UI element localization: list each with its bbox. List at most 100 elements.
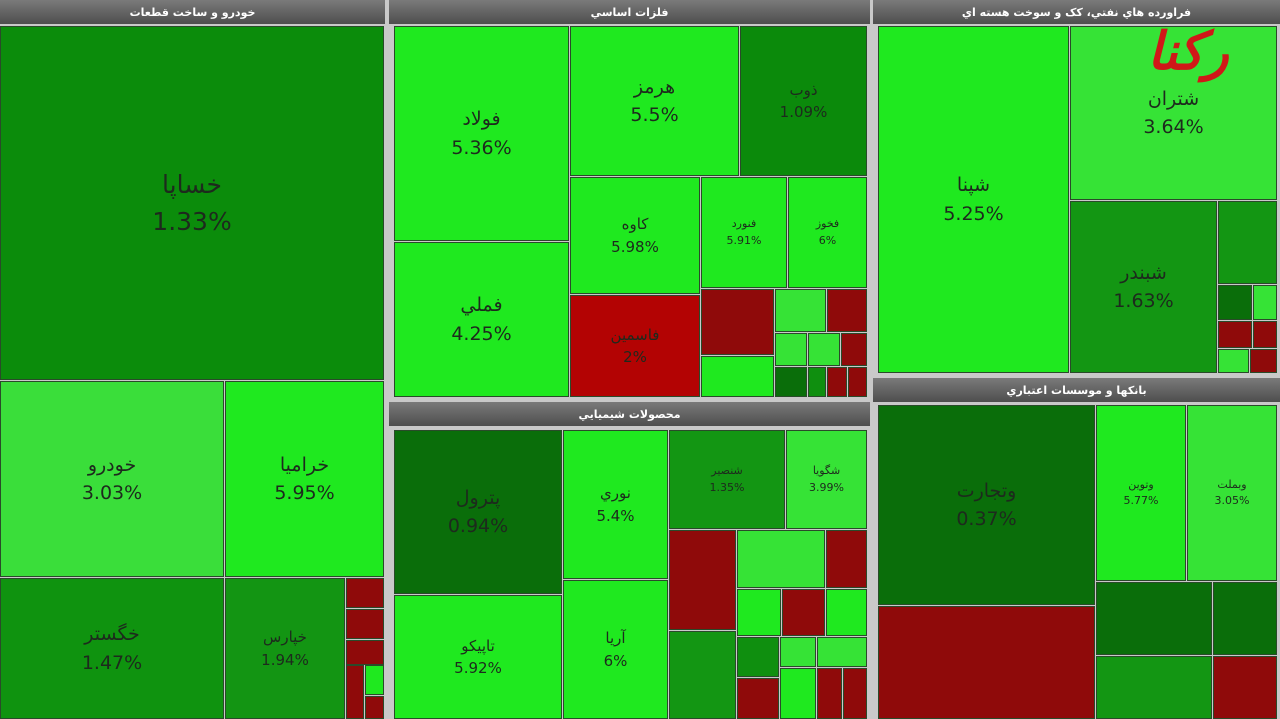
small-tile xyxy=(669,530,736,630)
stock-change: 5.77% xyxy=(1123,494,1159,507)
stock-change: 4.25% xyxy=(451,322,512,345)
small-tile xyxy=(1218,285,1252,320)
sector-title: محصولات شيميايي xyxy=(389,402,870,426)
stock-change: 5.5% xyxy=(630,104,679,126)
stock-name: شپنا xyxy=(956,174,991,196)
small-tile xyxy=(1253,285,1277,320)
stock-change: 3.64% xyxy=(1143,116,1204,138)
stock-change: 2% xyxy=(623,348,647,366)
stock-name: فاسمين xyxy=(610,325,660,344)
small-tile xyxy=(826,530,867,588)
small-tile xyxy=(780,637,816,667)
sector-title: فراورده هاي نفتي، کک و سوخت هسته اي xyxy=(873,0,1280,24)
sector-title: بانکها و موسسات اعتباري xyxy=(873,378,1280,402)
small-tile xyxy=(346,609,384,639)
stock-name: خودرو xyxy=(87,453,137,476)
stock-change: 1.47% xyxy=(81,651,143,674)
stock-change: 1.33% xyxy=(152,207,232,236)
stock-change: 0.94% xyxy=(447,515,509,537)
stock-tile: پترول 0.94% xyxy=(394,430,562,594)
stock-name: شنصير xyxy=(711,464,743,477)
small-tile xyxy=(808,333,840,366)
stock-tile: خودرو 3.03% xyxy=(0,381,224,577)
small-tile xyxy=(1218,201,1277,284)
stock-name: کاوه xyxy=(621,215,649,233)
stock-tile: فنورد 5.91% xyxy=(701,177,787,288)
small-tile xyxy=(843,668,867,719)
small-tile xyxy=(1096,656,1212,719)
stock-name: شبندر xyxy=(1120,261,1167,284)
stock-change: 5.36% xyxy=(451,136,512,159)
stock-tile: آريا 6% xyxy=(563,580,668,719)
stock-name: ذوب xyxy=(789,80,818,99)
small-tile xyxy=(346,640,384,665)
small-tile xyxy=(878,606,1095,719)
small-tile xyxy=(346,578,384,608)
stock-name: هرمز xyxy=(633,75,676,98)
stock-change: 5.92% xyxy=(454,659,502,677)
stock-tile: وتوين 5.77% xyxy=(1096,405,1186,581)
small-tile xyxy=(737,678,779,719)
stock-tile: شبندر 1.63% xyxy=(1070,201,1217,373)
sector-title: فلزات اساسي xyxy=(389,0,870,24)
logo: رکنا xyxy=(1147,22,1229,82)
stock-tile: وتجارت 0.37% xyxy=(878,405,1095,605)
stock-tile: شنصير 1.35% xyxy=(669,430,785,529)
small-tile xyxy=(808,367,826,397)
small-tile xyxy=(775,289,826,332)
stock-tile: تاپيکو 5.92% xyxy=(394,595,562,719)
stock-name: وتجارت xyxy=(956,479,1017,502)
small-tile xyxy=(346,665,364,719)
small-tile xyxy=(841,333,867,366)
stock-tile: فولاد 5.36% xyxy=(394,26,569,241)
stock-tile: خراميا 5.95% xyxy=(225,381,384,577)
stock-name: فنورد xyxy=(731,217,757,230)
small-tile xyxy=(817,637,867,667)
stock-change: 6% xyxy=(818,233,837,247)
small-tile xyxy=(1096,582,1212,655)
stock-tile: خپارس 1.94% xyxy=(225,578,345,719)
small-tile xyxy=(817,668,842,719)
small-tile xyxy=(1213,656,1277,719)
small-tile xyxy=(365,696,384,719)
small-tile xyxy=(775,367,807,397)
stock-tile: شگويا 3.99% xyxy=(786,430,867,529)
small-tile xyxy=(669,631,736,719)
small-tile xyxy=(737,589,781,636)
small-tile xyxy=(782,589,825,636)
stock-change: 3.05% xyxy=(1214,494,1250,507)
stock-change: 6% xyxy=(603,651,628,670)
small-tile xyxy=(1218,321,1252,348)
stock-name: خساپا xyxy=(162,169,222,199)
stock-name: آريا xyxy=(605,629,626,647)
stock-name: نوري xyxy=(600,484,631,502)
stock-name: تاپيکو xyxy=(461,636,495,655)
small-tile xyxy=(737,530,825,588)
stock-tile: شپنا 5.25% xyxy=(878,26,1069,373)
small-tile xyxy=(701,289,774,355)
stock-tile: نوري 5.4% xyxy=(563,430,668,579)
stock-tile: فاسمين 2% xyxy=(570,295,700,397)
stock-change: 1.35% xyxy=(709,480,745,494)
stock-change: 1.09% xyxy=(779,103,828,121)
stock-name: خپارس xyxy=(263,628,307,646)
small-tile xyxy=(848,367,867,397)
stock-tile: کاوه 5.98% xyxy=(570,177,700,294)
stock-tile: هرمز 5.5% xyxy=(570,26,739,176)
stock-change: 5.91% xyxy=(726,233,762,247)
stock-tile: فخوز 6% xyxy=(788,177,867,288)
small-tile xyxy=(780,668,816,719)
stock-tile: فملي 4.25% xyxy=(394,242,569,397)
stock-change: 1.94% xyxy=(261,650,309,669)
small-tile xyxy=(1253,321,1277,348)
stock-change: 5.98% xyxy=(611,237,659,256)
stock-change: 3.99% xyxy=(809,480,844,494)
stock-tile: وبملت 3.05% xyxy=(1187,405,1277,581)
sector-title: خودرو و ساخت قطعات xyxy=(0,0,385,24)
small-tile xyxy=(827,367,847,397)
stock-change: 5.95% xyxy=(274,482,335,504)
stock-change: 1.63% xyxy=(1113,290,1174,312)
small-tile xyxy=(775,333,807,366)
stock-name: شگويا xyxy=(812,464,841,477)
small-tile xyxy=(1250,349,1277,373)
